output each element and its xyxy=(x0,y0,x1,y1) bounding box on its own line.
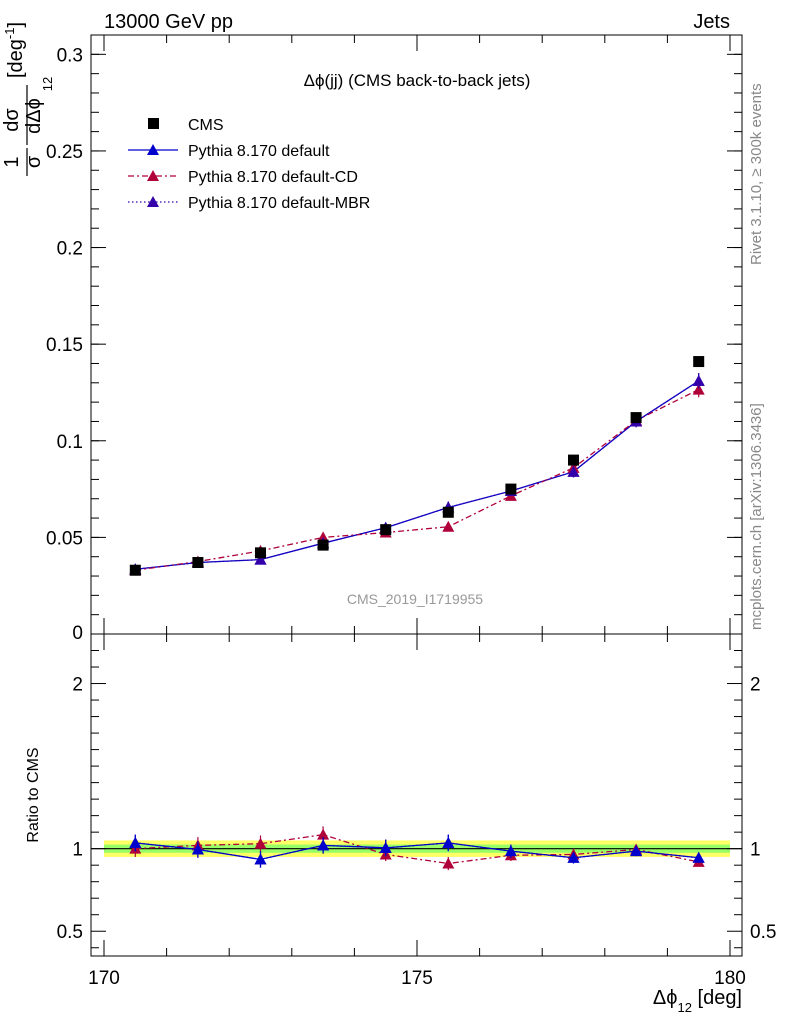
series-line xyxy=(135,380,700,570)
series-line xyxy=(135,388,699,571)
data-point xyxy=(505,483,517,495)
data-point xyxy=(693,356,705,368)
ratio-tick-label-right: 0.5 xyxy=(750,922,776,943)
y-label-one: 1 xyxy=(1,156,23,167)
data-point xyxy=(380,524,392,536)
ratio-panel: 0.5 0.5 1 1 2 2 Ratio to CMS xyxy=(25,633,776,957)
legend-label: CMS xyxy=(188,117,224,134)
legend-marker xyxy=(147,144,159,155)
ratio-point xyxy=(567,851,580,863)
data-point xyxy=(255,547,266,559)
ratio-line xyxy=(135,842,699,861)
ratio-point xyxy=(129,836,142,848)
main-ticks: 0.05 0.1 0.15 0.2 0.25 0.3 0 xyxy=(46,45,742,644)
ratio-ticks: 0.5 0.5 1 1 2 2 xyxy=(57,633,776,949)
x-label-sub: 12 xyxy=(677,1000,691,1015)
ratio-point xyxy=(254,853,267,865)
y-tick-label: 0.2 xyxy=(57,239,83,260)
series-line xyxy=(135,380,700,570)
y-label-ddphi: dΔϕ xyxy=(23,98,45,134)
y-axis-label: 1 σ dσ dΔϕ 12 [deg-1] xyxy=(1,22,55,176)
ratio-series-0 xyxy=(129,834,705,868)
data-point xyxy=(692,383,705,395)
legend-marker xyxy=(147,170,159,181)
data-point xyxy=(129,564,141,576)
series-1 xyxy=(129,373,705,575)
ratio-tick-label-right: 2 xyxy=(750,675,761,696)
mcplots-label: mcplots.cern.ch [arXiv:1306.3436] xyxy=(748,403,765,630)
ratio-point xyxy=(191,843,204,855)
data-point xyxy=(254,553,267,565)
data-point xyxy=(692,374,705,386)
x-axis-label: Δϕ12 [deg] xyxy=(653,987,742,1015)
ratio-point xyxy=(317,839,330,851)
x-label-unit: [deg] xyxy=(692,987,742,1009)
legend-label: Pythia 8.170 default-CD xyxy=(188,169,358,186)
y-label-sigma: σ xyxy=(23,155,45,168)
data-point xyxy=(192,557,204,569)
legend-entry: Pythia 8.170 default-CD xyxy=(128,169,358,186)
chart-title: Δϕ(jj) (CMS back-to-back jets) xyxy=(304,71,531,90)
ratio-point xyxy=(379,841,392,853)
data-point xyxy=(568,454,579,466)
rivet-label: Rivet 3.1.10, ≥ 300k events xyxy=(748,83,765,265)
x-label-main: Δϕ xyxy=(653,987,678,1009)
y-label-unit-close: ] xyxy=(5,22,27,28)
x-tick-label: 175 xyxy=(401,968,433,989)
y-zero-label: 0 xyxy=(72,623,83,644)
ratio-point xyxy=(254,837,267,849)
ratio-point xyxy=(317,828,330,840)
ratio-point xyxy=(630,845,643,857)
data-point xyxy=(567,465,580,477)
ratio-point xyxy=(442,857,455,869)
legend-marker xyxy=(147,196,159,207)
data-point xyxy=(317,539,329,551)
ratio-point xyxy=(692,851,705,863)
y-label-unit: [deg-1] xyxy=(2,22,27,78)
main-panel: 0.05 0.1 0.15 0.2 0.25 0.3 0 Δϕ(jj) (CMS back-… xyxy=(46,34,743,644)
ratio-point xyxy=(504,845,517,857)
y-label-dsigma: dσ xyxy=(1,108,23,132)
ratio-tick-label-right: 1 xyxy=(750,840,761,861)
x-tick-label: 180 xyxy=(714,968,746,989)
ratio-y-label: Ratio to CMS xyxy=(25,747,42,842)
y-tick-label: 0.15 xyxy=(46,335,83,356)
y-label-unit-sup: -1 xyxy=(2,28,17,40)
legend-entry: Pythia 8.170 default xyxy=(128,143,330,160)
y-tick-label: 0.25 xyxy=(46,142,83,163)
ratio-point xyxy=(442,836,455,848)
series-3 xyxy=(129,373,705,575)
legend-entry: CMS xyxy=(148,117,224,134)
y-tick-label: 0.1 xyxy=(57,432,83,453)
y-tick-label: 0.05 xyxy=(46,528,83,549)
watermark-label: CMS_2019_I1719955 xyxy=(347,591,483,607)
header-category-label: Jets xyxy=(693,11,730,33)
y-tick-label: 0.3 xyxy=(57,45,83,66)
x-tick-label: 170 xyxy=(88,968,120,989)
data-point xyxy=(442,520,455,532)
legend-label: Pythia 8.170 default xyxy=(188,143,330,160)
x-axis: 170 175 180 xyxy=(88,35,746,989)
main-data xyxy=(129,356,705,576)
legend-marker xyxy=(148,118,159,129)
legend: CMS Pythia 8.170 default Pythia 8.170 defa… xyxy=(128,117,370,212)
ratio-line xyxy=(135,833,699,865)
data-point xyxy=(630,412,642,424)
ratio-tick-label: 0.5 xyxy=(57,922,83,943)
ratio-data xyxy=(129,826,705,871)
y-label-sub: 12 xyxy=(40,77,55,91)
series-2 xyxy=(129,381,705,576)
ratio-tick-label: 1 xyxy=(72,840,83,861)
legend-entry: Pythia 8.170 default-MBR xyxy=(128,195,370,212)
y-label-unit-text: [deg xyxy=(5,39,27,78)
ratio-tick-label: 2 xyxy=(72,675,83,696)
data-point xyxy=(442,506,454,518)
legend-label: Pythia 8.170 default-MBR xyxy=(188,195,370,212)
header-energy-label: 13000 GeV pp xyxy=(104,11,233,33)
ratio-frame xyxy=(90,633,743,957)
series-0 xyxy=(129,356,705,576)
